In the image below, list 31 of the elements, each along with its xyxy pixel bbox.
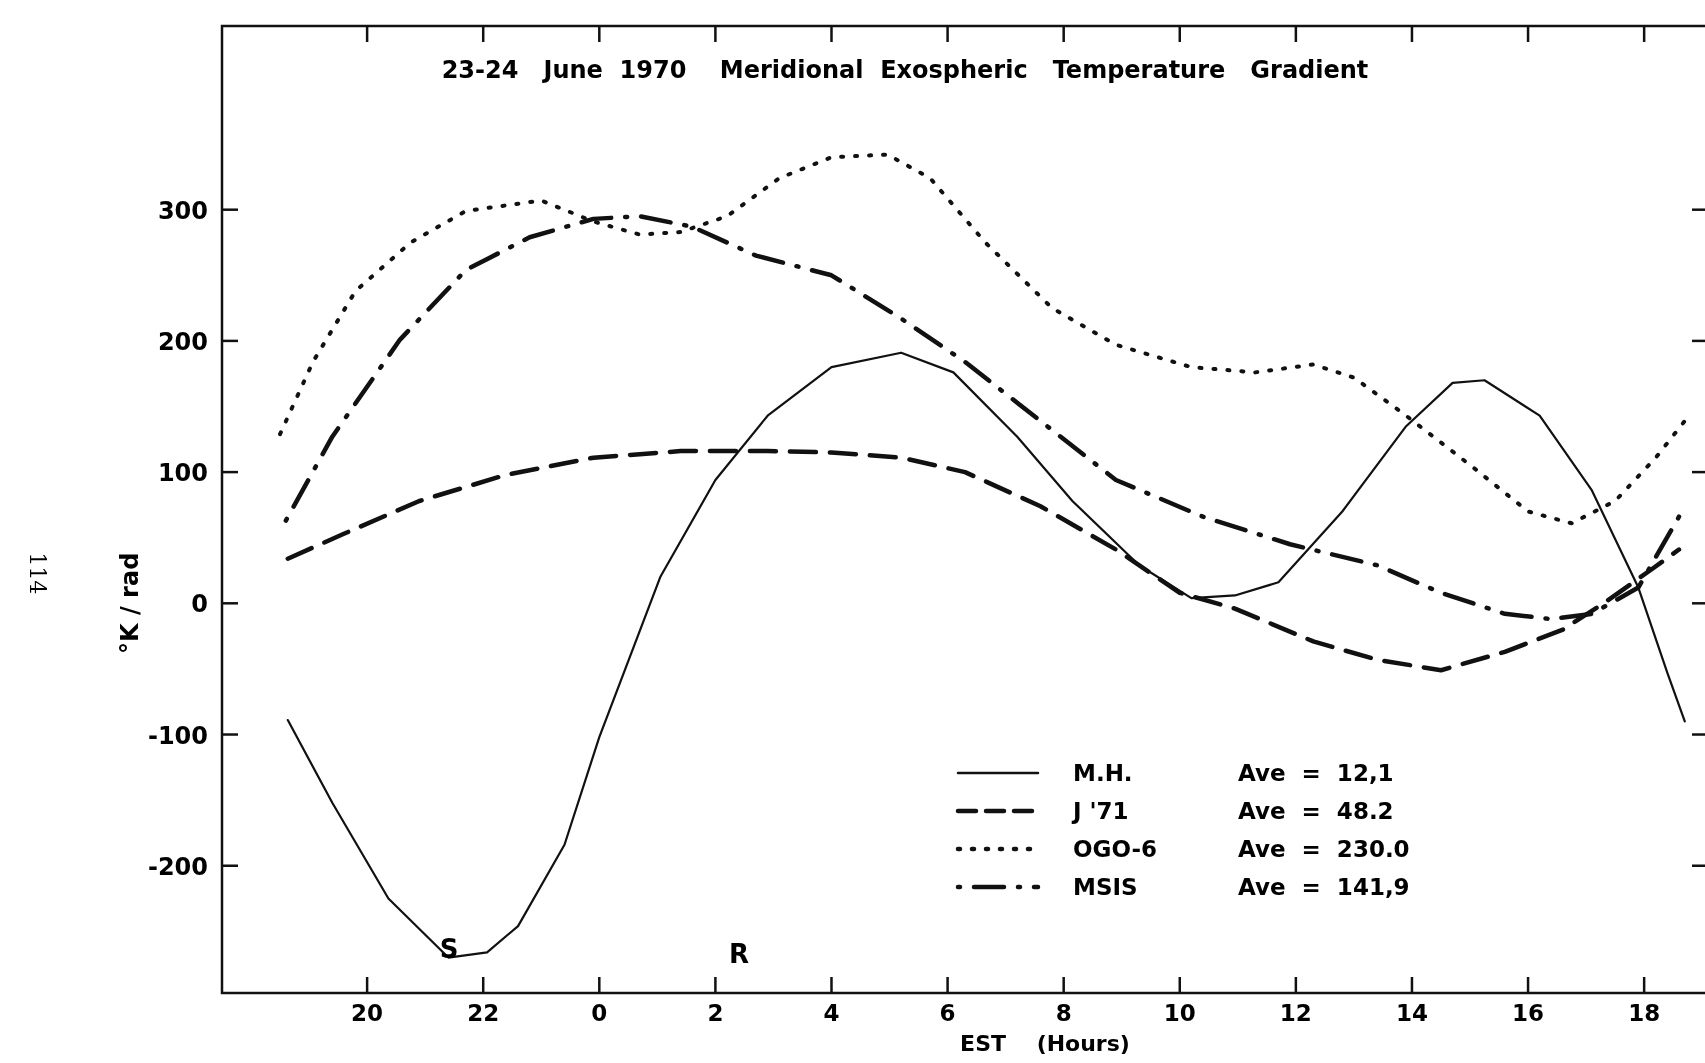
- annotation: Ave = 141,9: [1238, 874, 1410, 900]
- annotation: Ave = 12,1: [1238, 760, 1394, 786]
- x-tick-label: 20: [351, 1000, 384, 1026]
- x-tick-label: 2: [707, 1000, 724, 1026]
- x-tick-label: 14: [1395, 1000, 1428, 1026]
- y-tick-label: 100: [157, 459, 208, 488]
- legend-label: MSIS: [1073, 874, 1138, 900]
- x-tick-label: 22: [467, 1000, 500, 1026]
- x-tick-label: 4: [823, 1000, 840, 1026]
- y-tick-label: -100: [147, 721, 208, 750]
- y-tick-label: -200: [147, 852, 208, 881]
- text: 23-24 June 1970 Meridional Exospheric Temperature Gradient: [441, 56, 1369, 84]
- legend-label: OGO-6: [1073, 836, 1157, 862]
- legend-label: J '71: [1071, 798, 1129, 824]
- x-tick-label: 10: [1163, 1000, 1196, 1026]
- x-tick-label: 8: [1055, 1000, 1072, 1026]
- annotation: Ave = 48.2: [1238, 798, 1394, 824]
- legend-label: M.H.: [1073, 760, 1133, 786]
- x-tick-label: 12: [1279, 1000, 1312, 1026]
- y-axis-title: °K / rad: [116, 552, 144, 654]
- text: 114: [25, 552, 50, 595]
- y-tick-label: 0: [191, 590, 208, 619]
- x-axis-title: EST (Hours): [960, 1031, 1130, 1056]
- annotation: R: [728, 939, 750, 969]
- x-tick-label: 6: [939, 1000, 956, 1026]
- annotation: Ave = 230.0: [1238, 836, 1410, 862]
- x-tick-label: 0: [591, 1000, 608, 1026]
- y-tick-label: 200: [157, 327, 208, 356]
- y-tick-label: 300: [157, 196, 208, 225]
- x-tick-label: 18: [1628, 1000, 1661, 1026]
- x-tick-label: 16: [1512, 1000, 1545, 1026]
